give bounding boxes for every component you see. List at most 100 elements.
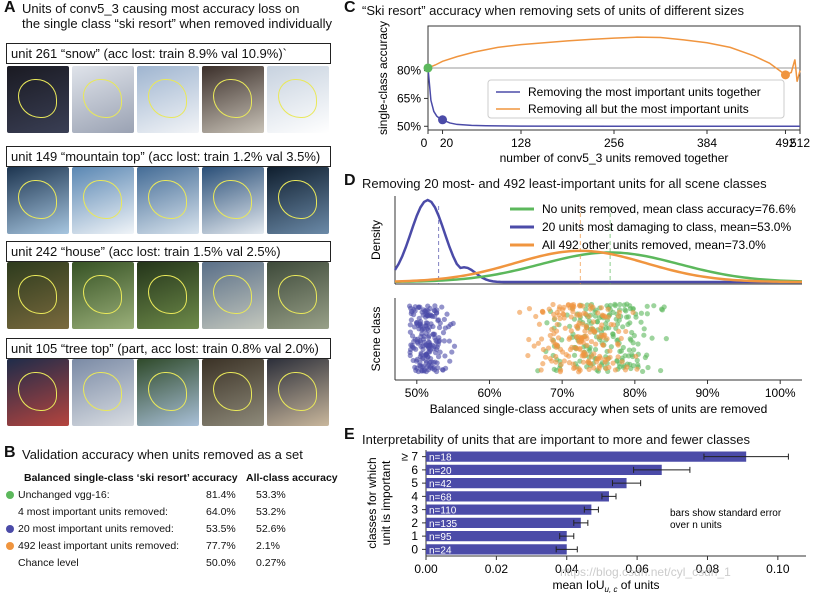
bar-n-label: n=20 bbox=[429, 466, 452, 477]
legend-dot-spacer bbox=[6, 508, 14, 516]
panel-d-title: Removing 20 most- and 492 least-importan… bbox=[362, 176, 767, 191]
scatter-point bbox=[539, 308, 546, 314]
scatter-point bbox=[594, 319, 600, 325]
scatter-point bbox=[610, 360, 616, 366]
y-tick-label: 3 bbox=[411, 503, 418, 517]
scatter-point bbox=[635, 341, 641, 347]
scatter-point bbox=[450, 320, 456, 327]
x-axis-label-sub: u, c bbox=[605, 585, 618, 593]
x-tick-label: 0.04 bbox=[555, 562, 579, 576]
scatter-point bbox=[644, 311, 650, 317]
scatter-point bbox=[526, 336, 532, 343]
table-value-all-class: 53.3% bbox=[256, 489, 286, 501]
table-row-label: Unchanged vgg-16: bbox=[6, 489, 110, 501]
chart-e: n=18 ≥ 7 n=20 6 n=42 5 n=68 4 n=110 3 n=135 2 n=95 1n… bbox=[365, 450, 806, 593]
unit-thumbnail-house bbox=[137, 262, 199, 329]
scatter-point bbox=[414, 356, 420, 362]
scatter-point bbox=[641, 326, 647, 332]
scatter-point bbox=[418, 350, 424, 356]
legend-dot-spacer bbox=[6, 559, 14, 567]
bar bbox=[426, 464, 662, 475]
table-row-text: Unchanged vgg-16: bbox=[18, 489, 110, 501]
scatter-point bbox=[558, 361, 564, 368]
table-row-label: 492 least important units removed: bbox=[6, 540, 179, 552]
scatter-point bbox=[602, 313, 608, 319]
y-tick-label: 4 bbox=[411, 489, 418, 503]
scatter-point bbox=[571, 365, 577, 372]
bar bbox=[426, 504, 592, 515]
table-row-text: 4 most important units removed: bbox=[18, 506, 168, 518]
scatter-point bbox=[622, 367, 629, 373]
x-axis-label: number of conv5_3 units removed together bbox=[500, 151, 729, 165]
scatter-point bbox=[617, 348, 623, 354]
scatter-point bbox=[447, 358, 453, 364]
y-tick-label: ≥ 7 bbox=[401, 450, 418, 464]
scatter-point bbox=[600, 342, 606, 348]
x-tick-label: 0 bbox=[421, 136, 428, 150]
scatter-point bbox=[432, 303, 438, 309]
legend-label: No units removed, mean class accuracy=76… bbox=[542, 202, 796, 216]
panel-a-title-line2: the single class “ski resort” when remov… bbox=[22, 16, 332, 31]
scatter-point bbox=[536, 321, 543, 327]
scatter-point bbox=[628, 365, 634, 372]
scatter-point bbox=[546, 306, 552, 312]
unit-label-box: unit 261 “snow” (acc lost: train 8.9% va… bbox=[6, 43, 331, 64]
scatter-point bbox=[549, 337, 555, 343]
scatter-point bbox=[538, 367, 544, 373]
bar-n-label: n=135 bbox=[429, 519, 458, 530]
scatter-point bbox=[588, 338, 595, 345]
scatter-point bbox=[644, 352, 650, 358]
scatter-point bbox=[449, 349, 455, 355]
scatter-point bbox=[563, 352, 569, 358]
scatter-point bbox=[561, 311, 567, 318]
scatter-point bbox=[623, 328, 629, 335]
scatter-point bbox=[641, 332, 647, 338]
x-tick-label: 0.02 bbox=[485, 562, 509, 576]
scatter-point bbox=[576, 320, 582, 326]
legend-dot bbox=[6, 542, 14, 550]
scatter-point bbox=[421, 339, 427, 345]
x-axis-label: mean IoUu, c of units bbox=[553, 578, 660, 593]
legend-dot bbox=[6, 525, 14, 533]
unit-thumbnail-mountain bbox=[202, 167, 264, 234]
scatter-point bbox=[615, 342, 621, 348]
scatter-point bbox=[436, 324, 443, 331]
scatter-point bbox=[553, 328, 560, 334]
legend-label: Removing all but the most important unit… bbox=[528, 102, 749, 116]
scatter-point bbox=[607, 348, 613, 354]
y-tick-label: 2 bbox=[411, 516, 418, 530]
panel-b-title: Validation accuracy when units removed a… bbox=[22, 447, 303, 462]
scatter-point bbox=[435, 354, 442, 360]
unit-thumbnail-house bbox=[267, 262, 329, 329]
unit-thumbnail-snow bbox=[137, 66, 199, 133]
scatter-point bbox=[624, 314, 630, 320]
unit-label-box: unit 105 “tree top” (part, acc lost: tra… bbox=[6, 338, 331, 359]
x-tick-label: 512 bbox=[790, 136, 810, 150]
chart-note: bars show standard error bbox=[670, 508, 782, 519]
x-tick-label: 384 bbox=[697, 136, 717, 150]
scatter-point bbox=[612, 301, 618, 307]
panel-c-letter: C bbox=[344, 0, 356, 16]
chart-note: over n units bbox=[670, 520, 722, 531]
table-value-single-class: 50.0% bbox=[206, 557, 236, 569]
scatter-point bbox=[627, 303, 633, 309]
scatter-point bbox=[615, 313, 622, 319]
unit-thumbnail-house bbox=[72, 262, 134, 329]
scatter-point bbox=[435, 317, 441, 324]
scatter-point bbox=[602, 332, 608, 338]
unit-thumbnail-tree bbox=[72, 359, 134, 426]
series-line-1 bbox=[427, 36, 801, 82]
scatter-point bbox=[440, 367, 446, 373]
x-tick-label: 0.08 bbox=[696, 562, 720, 576]
unit-thumbnail-tree bbox=[137, 359, 199, 426]
scatter-point bbox=[535, 340, 542, 346]
y-axis-label-line1: classes for which bbox=[365, 457, 379, 548]
unit-thumbnail-mountain bbox=[72, 167, 134, 234]
scatter-point bbox=[580, 359, 587, 365]
scatter-point bbox=[577, 345, 583, 352]
scatter-point bbox=[547, 355, 553, 362]
scatter-point bbox=[576, 366, 582, 372]
scatter-point bbox=[569, 344, 575, 350]
table-value-all-class: 0.27% bbox=[256, 557, 286, 569]
scatter-point bbox=[598, 305, 604, 311]
